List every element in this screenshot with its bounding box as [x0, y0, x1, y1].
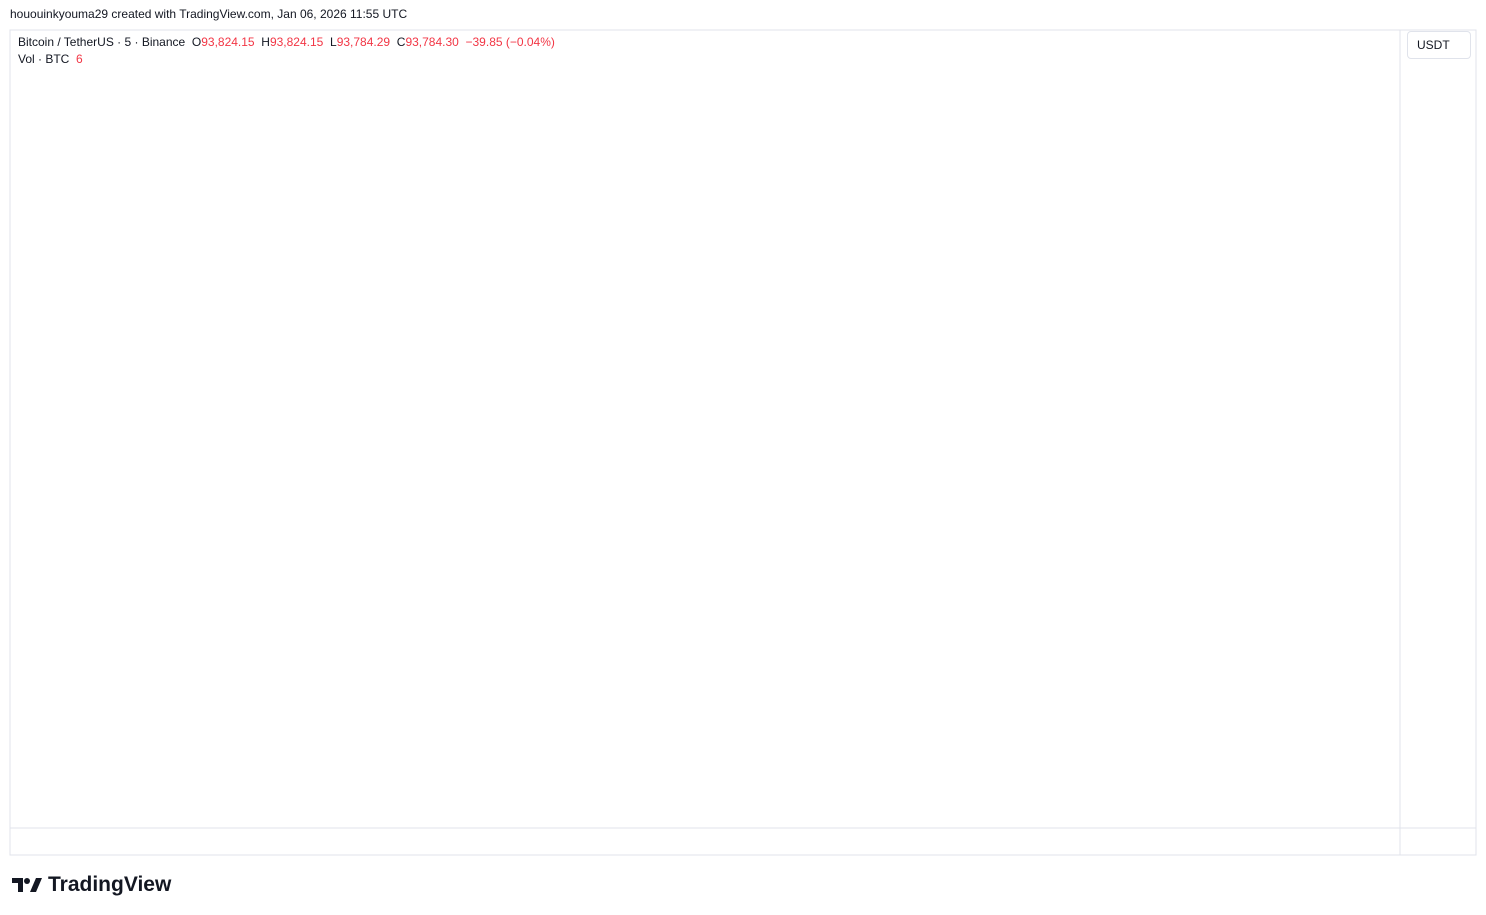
ohlc-value: 93,824.15: [201, 35, 255, 49]
ohlc-label: O: [191, 35, 202, 49]
brand-logo: [12, 878, 42, 892]
ohlc-label: H: [261, 35, 270, 49]
chart-frame: [9, 29, 1477, 856]
volume-value: 6: [76, 52, 83, 66]
attribution: hououinkyouma29 created with TradingView…: [10, 7, 408, 21]
ohlc-value: 93,784.29: [336, 35, 391, 49]
volume-header: Vol · BTC 6: [18, 52, 83, 66]
currency-button[interactable]: USDT: [1407, 31, 1471, 59]
ohlc-label: L: [330, 35, 337, 49]
ohlc-value: 93,784.30: [405, 35, 459, 49]
ohlc-label: C: [396, 35, 406, 49]
symbol: Bitcoin / TetherUS · 5 · Binance: [18, 35, 186, 49]
legend-header: Bitcoin / TetherUS · 5 · Binance O93,824…: [18, 35, 555, 49]
ohlc-value: 93,824.15: [269, 35, 324, 49]
change: −39.85 (−0.04%): [465, 35, 555, 49]
volume-label: Vol · BTC: [18, 52, 70, 66]
brand: TradingView: [12, 873, 171, 897]
brand-name: TradingView: [48, 873, 172, 896]
